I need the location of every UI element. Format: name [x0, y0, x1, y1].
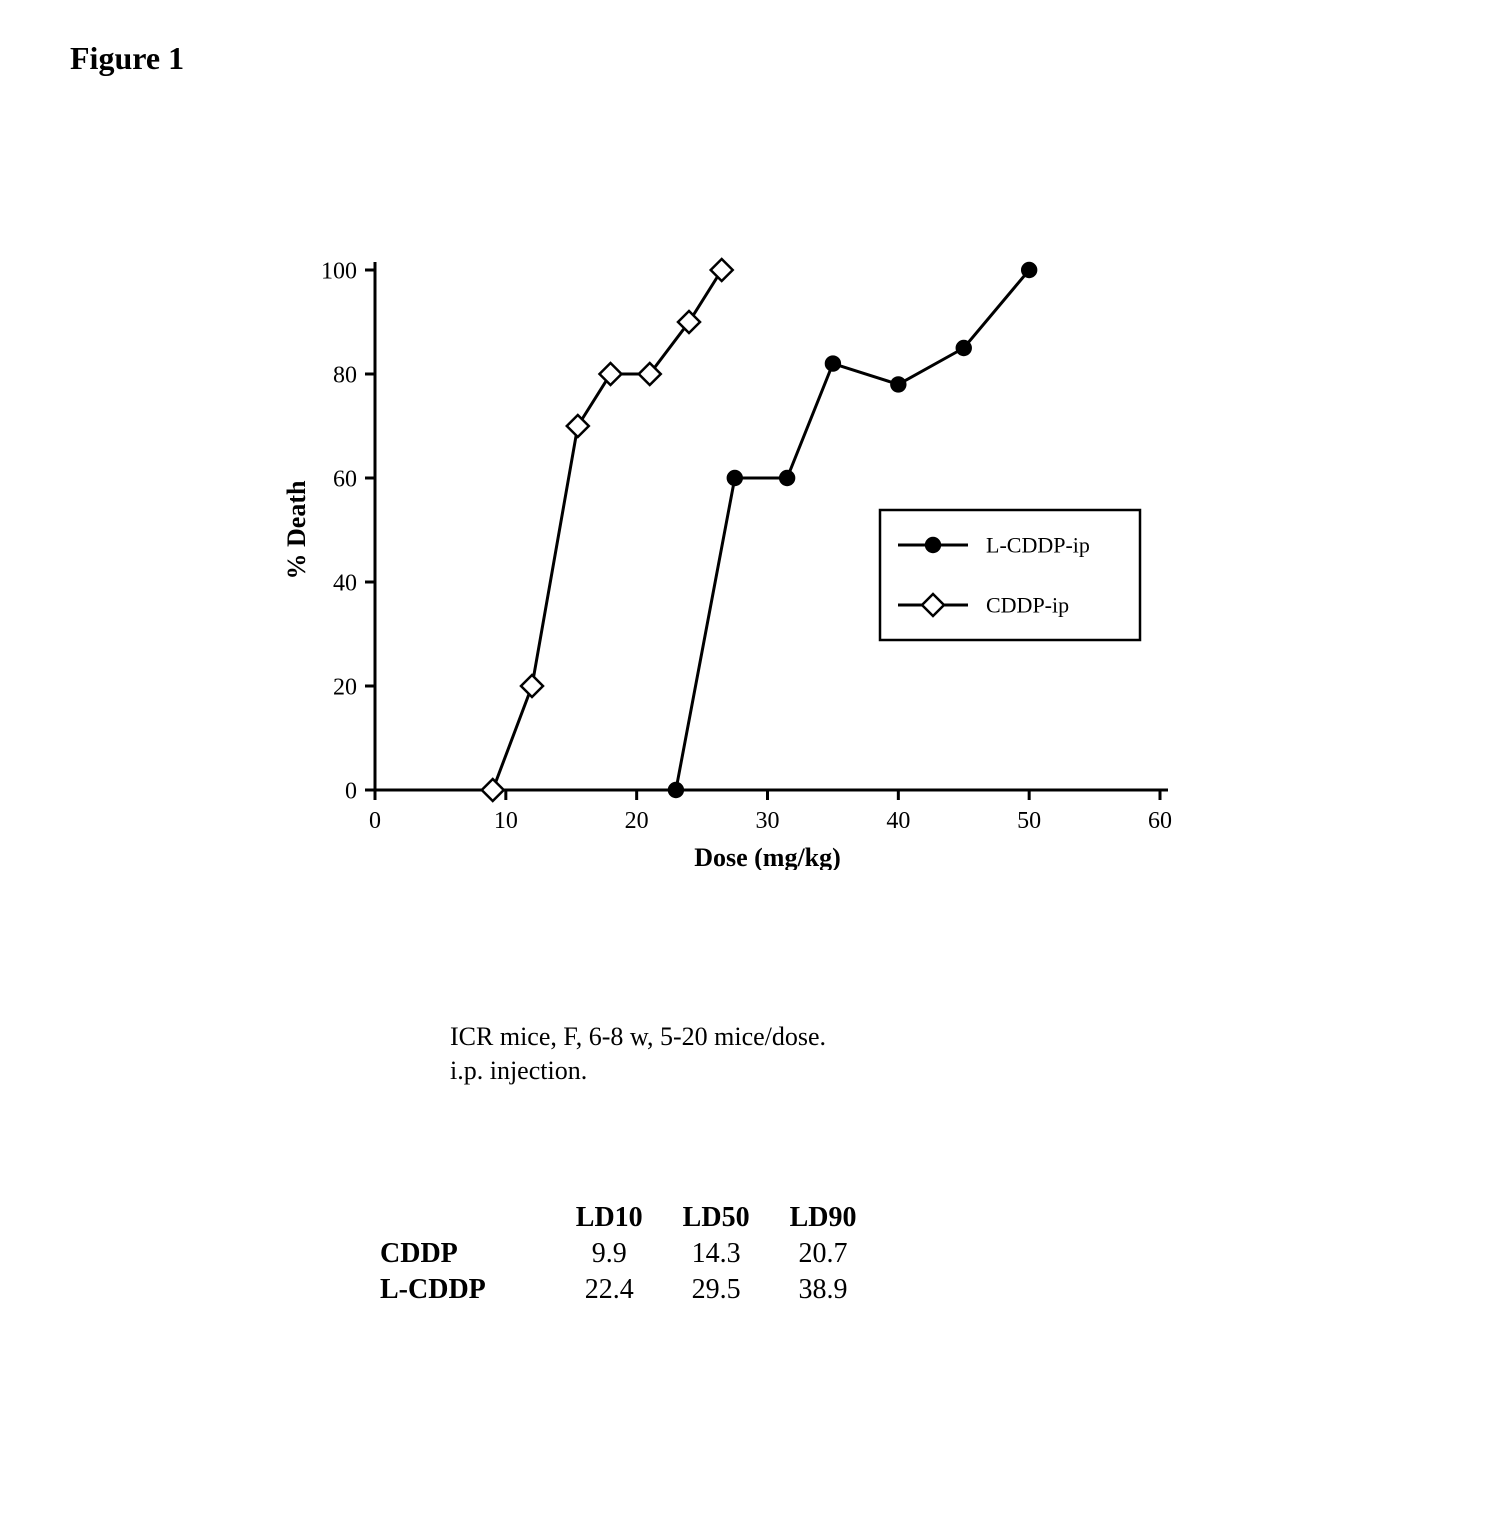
- caption-line-1: ICR mice, F, 6-8 w, 5-20 mice/dose.: [450, 1020, 826, 1054]
- svg-text:30: 30: [756, 808, 780, 834]
- caption-line-2: i.p. injection.: [450, 1054, 826, 1088]
- svg-text:CDDP-ip: CDDP-ip: [986, 593, 1069, 618]
- svg-text:80: 80: [333, 362, 357, 388]
- table-col-header: LD10: [576, 1200, 683, 1236]
- table-cell: 9.9: [576, 1236, 683, 1272]
- chart-svg: 0 20 40 60 80 100 0 10 20 30 40 50 60 Dose (mg/kg) % D…: [280, 250, 1200, 870]
- svg-text:60: 60: [1148, 808, 1172, 834]
- table-cell: 22.4: [576, 1272, 683, 1308]
- ld-table: LD10LD50LD90CDDP9.914.320.7L-CDDP22.429.…: [380, 1200, 896, 1308]
- figure-title: Figure 1: [70, 40, 184, 77]
- table-col-header: LD50: [683, 1200, 790, 1236]
- svg-text:Dose (mg/kg): Dose (mg/kg): [694, 843, 841, 870]
- svg-text:L-CDDP-ip: L-CDDP-ip: [986, 533, 1090, 558]
- table-col-header: LD90: [790, 1200, 897, 1236]
- ld-table-element: LD10LD50LD90CDDP9.914.320.7L-CDDP22.429.…: [380, 1200, 896, 1308]
- dose-death-chart: 0 20 40 60 80 100 0 10 20 30 40 50 60 Dose (mg/kg) % D…: [280, 250, 1200, 870]
- table-row-label: L-CDDP: [380, 1272, 576, 1308]
- svg-text:20: 20: [333, 674, 357, 700]
- svg-text:% Death: % Death: [282, 480, 311, 579]
- table-row: L-CDDP22.429.538.9: [380, 1272, 896, 1308]
- chart-caption: ICR mice, F, 6-8 w, 5-20 mice/dose. i.p.…: [450, 1020, 826, 1088]
- svg-text:20: 20: [625, 808, 649, 834]
- svg-text:0: 0: [345, 778, 357, 804]
- svg-text:40: 40: [886, 808, 910, 834]
- table-row-label: CDDP: [380, 1236, 576, 1272]
- svg-text:60: 60: [333, 466, 357, 492]
- table-row: CDDP9.914.320.7: [380, 1236, 896, 1272]
- table-cell: 14.3: [683, 1236, 790, 1272]
- table-cell: 20.7: [790, 1236, 897, 1272]
- svg-text:50: 50: [1017, 808, 1041, 834]
- table-corner: [380, 1200, 576, 1236]
- svg-text:10: 10: [494, 808, 518, 834]
- svg-text:40: 40: [333, 570, 357, 596]
- svg-text:100: 100: [321, 258, 357, 284]
- page: Figure 1 0 20 40 60 80 100 0 10 20 30 40 50 60 Dose (…: [0, 0, 1491, 1516]
- table-cell: 29.5: [683, 1272, 790, 1308]
- svg-text:0: 0: [369, 808, 381, 834]
- table-cell: 38.9: [790, 1272, 897, 1308]
